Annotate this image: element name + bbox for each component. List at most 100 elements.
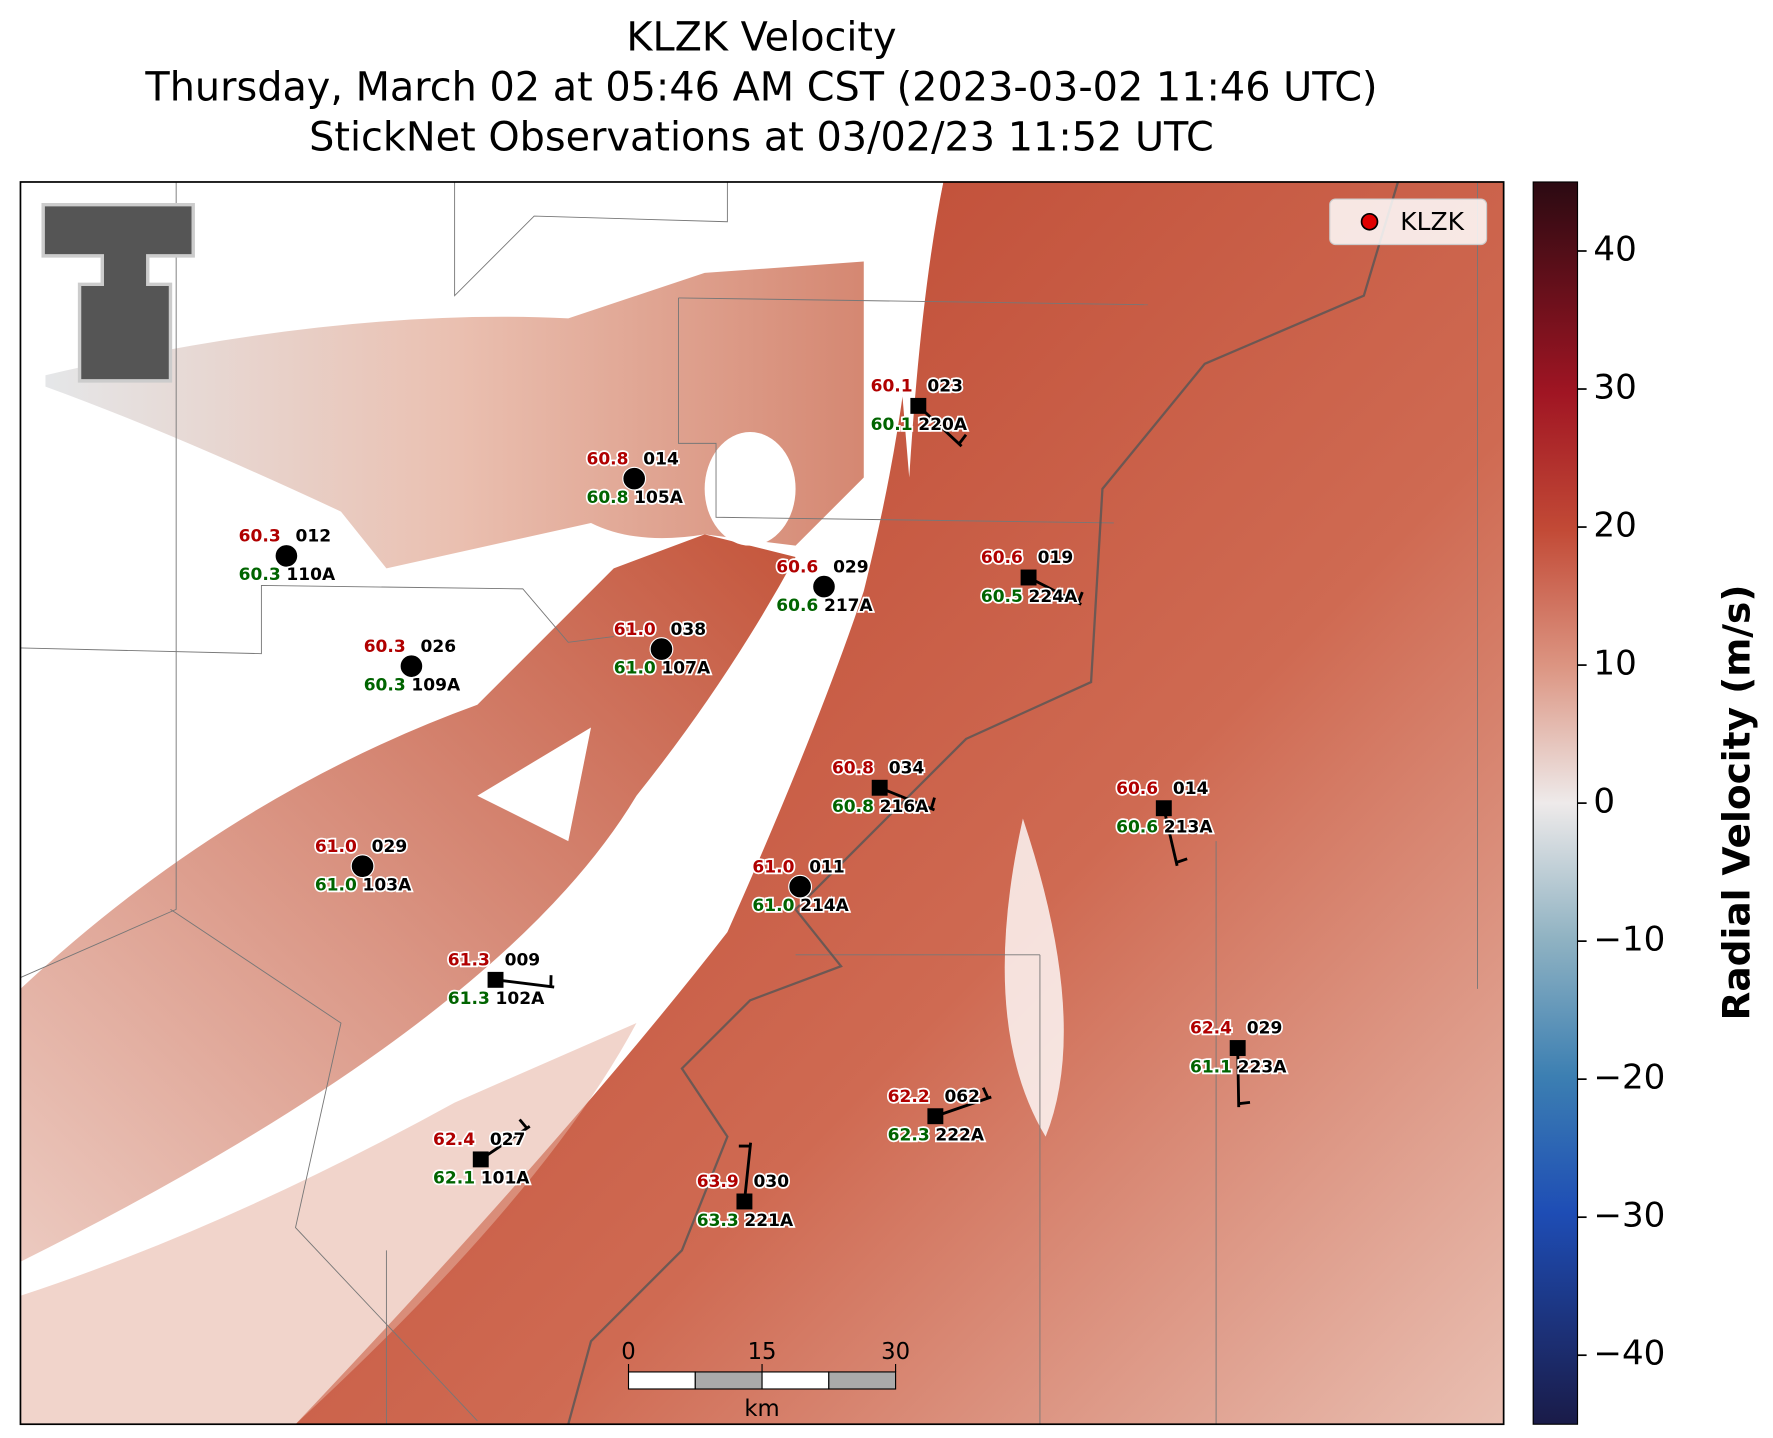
- scale-tick-label: 15: [748, 1339, 777, 1365]
- map-frame: [19, 181, 1505, 1426]
- wind-barb: [879, 786, 936, 812]
- station: 61.0 038 61.0 107A: [612, 618, 713, 680]
- legend-box: [1329, 198, 1488, 246]
- station: 60.8 014 60.8 105A: [585, 448, 686, 510]
- station: 60.6 019 60.5 224A: [979, 546, 1084, 609]
- station-marker: [871, 779, 888, 796]
- dewpoint: 60.6: [1116, 818, 1158, 838]
- temperature: 60.8: [832, 758, 874, 778]
- temperature: 60.6: [981, 548, 1023, 568]
- temperature: 60.3: [364, 637, 406, 657]
- station-id: 109A: [411, 675, 461, 695]
- temperature: 63.9: [697, 1172, 739, 1192]
- scale-tick-label: 0: [621, 1339, 635, 1365]
- station-id: 101A: [481, 1169, 531, 1189]
- station-marker: [622, 466, 647, 491]
- temperature: 60.6: [776, 557, 818, 577]
- colorbar-tick-label: −10: [1593, 920, 1665, 960]
- wind-barb: [738, 1142, 753, 1202]
- station-marker: [472, 1151, 489, 1168]
- temperature: 62.4: [433, 1130, 475, 1150]
- station-id: 216A: [880, 797, 930, 817]
- direction: 012: [295, 527, 331, 547]
- colorbar-tick-label: 0: [1593, 782, 1615, 822]
- temperature: 61.0: [315, 837, 357, 857]
- station-marker: [274, 543, 299, 568]
- station: 60.3 012 60.3 110A: [237, 525, 338, 587]
- dewpoint: 60.3: [364, 675, 406, 695]
- colorbar-tick-label: −40: [1593, 1334, 1665, 1374]
- temperature: 61.0: [614, 620, 656, 640]
- dewpoint: 61.3: [448, 989, 490, 1009]
- wind-barb: [479, 1118, 531, 1161]
- colorbar-ticks: −40 −30 −20 −10 0 10 20 30 40: [1577, 229, 1665, 1374]
- station: 60.6 014 60.6 213A: [1114, 777, 1215, 867]
- station-marker: [399, 654, 424, 679]
- station: 60.8 034 60.8 216A: [830, 757, 936, 819]
- direction: 026: [421, 637, 457, 657]
- temperature: 61.3: [448, 951, 490, 971]
- station-marker: [736, 1193, 753, 1210]
- station-id: 223A: [1238, 1057, 1288, 1077]
- scale-unit: km: [744, 1396, 779, 1422]
- radar-field: [20, 181, 1504, 1425]
- station-id: 107A: [661, 658, 711, 678]
- dewpoint: 60.8: [832, 797, 874, 817]
- direction: 030: [754, 1172, 790, 1192]
- direction: 038: [671, 620, 707, 640]
- temperature: 61.0: [752, 857, 794, 877]
- direction: 029: [833, 557, 869, 577]
- dewpoint: 63.3: [697, 1211, 739, 1231]
- station-marker: [788, 874, 813, 899]
- dewpoint: 61.0: [752, 896, 794, 916]
- station: 60.6 029 60.6 217A: [775, 556, 876, 618]
- station-id: 220A: [918, 415, 968, 435]
- station: 63.9 030 63.3 221A: [695, 1142, 796, 1232]
- direction: 029: [372, 837, 408, 857]
- station-id: 224A: [1029, 587, 1079, 607]
- station-id: 105A: [634, 488, 684, 508]
- wind-barb: [934, 1087, 992, 1118]
- wind-barb: [1236, 1048, 1251, 1108]
- direction: 011: [809, 857, 845, 877]
- dewpoint: 61.0: [315, 876, 357, 896]
- station: 61.0 029 61.0 103A: [313, 835, 414, 897]
- station-id: 103A: [363, 876, 413, 896]
- station-marker: [1155, 800, 1172, 817]
- dewpoint: 61.1: [1190, 1057, 1232, 1077]
- station: 61.0 011 61.0 214A: [751, 856, 852, 918]
- station-marker: [487, 971, 504, 988]
- station-id: 213A: [1164, 818, 1214, 838]
- direction: 027: [490, 1130, 526, 1150]
- station-marker: [1229, 1040, 1246, 1056]
- county-borders: [20, 181, 1504, 1425]
- direction: 029: [1247, 1019, 1283, 1039]
- station-marker: [1020, 569, 1037, 586]
- temperature: 60.1: [871, 377, 913, 397]
- direction: 009: [505, 951, 541, 971]
- station-marker: [350, 854, 375, 879]
- direction: 023: [927, 377, 963, 397]
- logo: [41, 203, 195, 383]
- dewpoint: 60.8: [586, 488, 628, 508]
- wind-barb: [1027, 576, 1084, 606]
- direction: 034: [889, 758, 925, 778]
- station-marker: [927, 1108, 944, 1125]
- scale-segment: [761, 1371, 830, 1390]
- station-id: 217A: [824, 596, 874, 616]
- station: 60.1 023 60.1 220A: [869, 375, 970, 448]
- colorbar-label: Radial Velocity (m/s): [1714, 585, 1758, 1021]
- station: 62.4 029 61.1 223A: [1188, 1017, 1289, 1108]
- temperature: 60.8: [586, 449, 628, 469]
- station-marker: [649, 637, 674, 662]
- direction: 014: [1173, 779, 1209, 799]
- dewpoint: 60.3: [239, 565, 281, 585]
- temperature: 60.3: [239, 527, 281, 547]
- dewpoint: 60.6: [776, 596, 818, 616]
- colorbar: [1532, 181, 1579, 1425]
- scale-tick-label: 30: [881, 1339, 910, 1365]
- dewpoint: 62.3: [888, 1126, 930, 1146]
